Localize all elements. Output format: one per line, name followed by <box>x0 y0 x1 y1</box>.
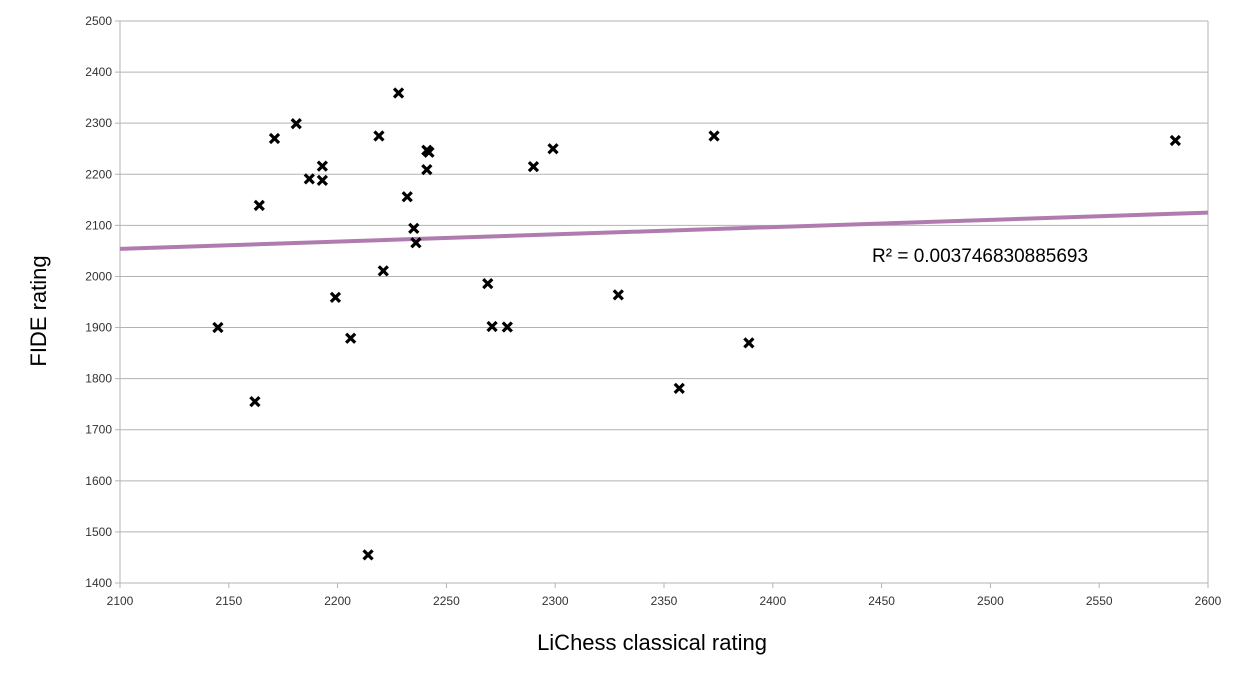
y-tick-label: 1600 <box>85 474 112 488</box>
x-tick-label: 2250 <box>433 594 460 608</box>
x-tick-label: 2300 <box>542 594 569 608</box>
y-tick-label: 1400 <box>85 576 112 590</box>
x-tick-label: 2200 <box>324 594 351 608</box>
data-point <box>612 289 624 301</box>
x-tick-label: 2350 <box>651 594 678 608</box>
y-tick-label: 2300 <box>85 116 112 130</box>
data-point <box>392 87 405 99</box>
axes <box>115 20 1209 588</box>
y-tick-label: 1700 <box>85 423 112 437</box>
x-tick-label: 2550 <box>1086 594 1113 608</box>
data-point <box>253 199 265 212</box>
y-tick-label: 2400 <box>85 65 112 79</box>
x-tick-label: 2600 <box>1195 594 1222 608</box>
x-tick-label: 2450 <box>868 594 895 608</box>
y-tick-label: 2100 <box>85 218 112 232</box>
data-point <box>377 265 389 277</box>
x-tick-label: 2500 <box>977 594 1004 608</box>
data-point <box>345 332 357 344</box>
data-point <box>421 164 433 176</box>
data-point <box>408 222 420 235</box>
data-point <box>486 320 498 333</box>
x-tick-label: 2100 <box>107 594 134 608</box>
x-axis-tick-labels: 2100 2150 2200 2250 2300 2350 2400 2450 2500 2550… <box>107 594 1222 608</box>
x-axis-title: LiChess classical rating <box>537 630 767 655</box>
data-point <box>423 146 435 158</box>
r-squared-annotation: R² = 0.003746830885693 <box>872 246 1088 267</box>
trendline-group <box>119 210 1209 251</box>
y-tick-label: 1500 <box>85 525 112 539</box>
data-point <box>410 237 422 249</box>
data-point <box>501 321 513 333</box>
data-point <box>743 337 755 349</box>
grid-lines <box>120 20 1208 584</box>
data-point <box>290 118 302 130</box>
data-points <box>212 87 1181 561</box>
trendline <box>119 210 1209 251</box>
data-point <box>673 382 685 394</box>
x-tick-label: 2150 <box>215 594 242 608</box>
data-point <box>362 549 374 561</box>
data-point <box>316 160 328 172</box>
data-point <box>303 173 315 185</box>
data-point <box>1169 134 1181 147</box>
y-axis-tick-labels: 1400 1500 1600 1700 1800 1900 2000 2100 2200 2300… <box>85 14 112 590</box>
y-tick-label: 2200 <box>85 167 112 181</box>
y-tick-label: 1900 <box>85 321 112 335</box>
data-point <box>401 191 413 203</box>
data-point <box>249 395 261 408</box>
data-point <box>316 174 328 187</box>
x-tick-label: 2400 <box>759 594 786 608</box>
data-point <box>547 143 559 155</box>
data-point <box>329 291 342 304</box>
data-point <box>212 321 224 334</box>
y-tick-label: 1800 <box>85 372 112 386</box>
data-point <box>708 130 720 142</box>
data-point <box>373 130 385 142</box>
data-point <box>482 277 494 290</box>
data-point <box>268 132 281 145</box>
y-tick-label: 2000 <box>85 269 112 283</box>
data-point <box>527 160 540 173</box>
y-tick-label: 2500 <box>85 14 112 28</box>
y-axis-title: FIDE rating <box>26 255 51 366</box>
